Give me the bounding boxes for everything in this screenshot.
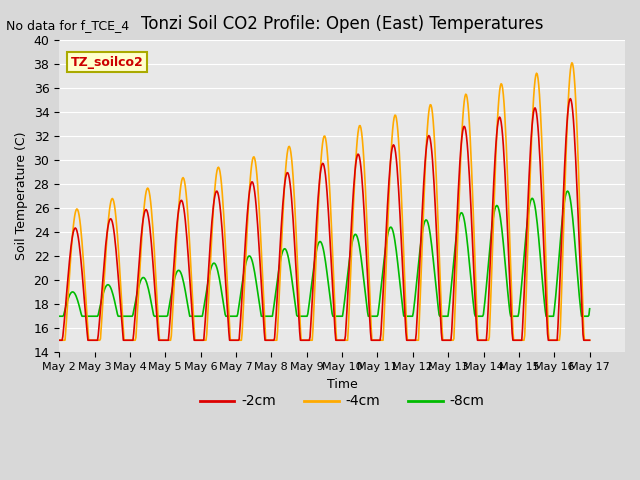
Text: TZ_soilco2: TZ_soilco2 (70, 56, 143, 69)
X-axis label: Time: Time (326, 377, 358, 391)
Text: No data for f_TCE_4: No data for f_TCE_4 (6, 19, 129, 32)
Y-axis label: Soil Temperature (C): Soil Temperature (C) (15, 132, 28, 261)
Legend: -2cm, -4cm, -8cm: -2cm, -4cm, -8cm (194, 389, 490, 414)
Title: Tonzi Soil CO2 Profile: Open (East) Temperatures: Tonzi Soil CO2 Profile: Open (East) Temp… (141, 15, 543, 33)
